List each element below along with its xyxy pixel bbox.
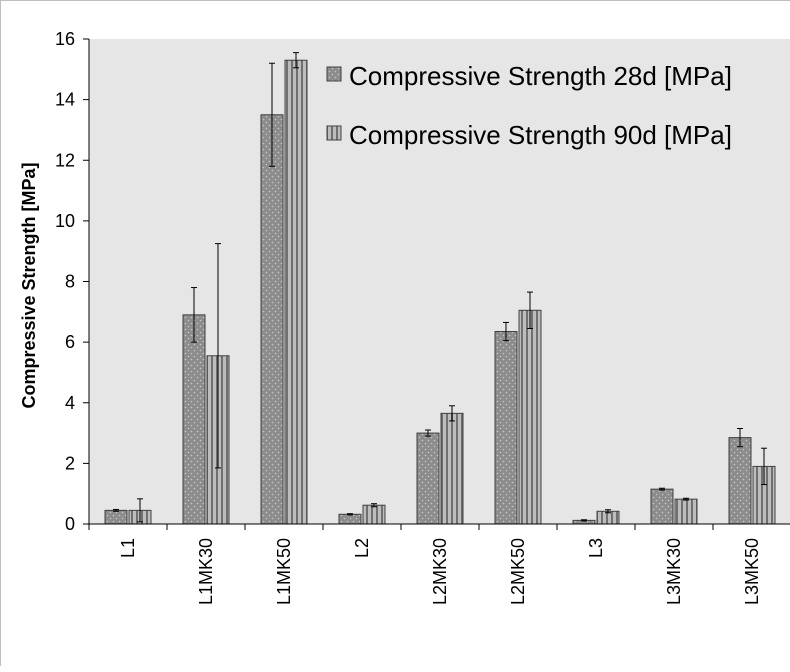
x-tick-label: L3MK50 xyxy=(742,538,762,605)
bar-90d xyxy=(674,498,698,525)
x-tick-label: L2MK50 xyxy=(508,538,528,605)
bar-28d xyxy=(104,509,128,525)
bar-28d xyxy=(260,114,284,525)
legend-swatch-90d xyxy=(326,125,342,141)
x-tick-label: L2MK30 xyxy=(430,538,450,605)
bar-28d xyxy=(494,331,518,525)
legend-label-90d: Compressive Strength 90d [MPa] xyxy=(349,120,732,150)
bar-28d xyxy=(650,488,674,525)
x-tick-label: L1 xyxy=(118,538,138,558)
y-tick-label: 0 xyxy=(65,514,75,534)
y-axis-label: Compressive Strength [MPa] xyxy=(19,162,39,408)
bar-90d xyxy=(284,59,308,525)
y-tick-label: 12 xyxy=(55,150,75,170)
x-tick-label: L1MK50 xyxy=(274,538,294,605)
bar-28d xyxy=(182,314,206,525)
y-tick-label: 2 xyxy=(65,453,75,473)
legend: Compressive Strength 28d [MPa] Compressiv… xyxy=(326,61,732,150)
y-tick-label: 4 xyxy=(65,393,75,413)
y-tick-label: 14 xyxy=(55,90,75,110)
x-tick-label: L3MK30 xyxy=(664,538,684,605)
bar-28d xyxy=(338,513,362,525)
y-axis: 0 2 4 6 8 10 12 14 16 xyxy=(55,29,90,534)
legend-label-28d: Compressive Strength 28d [MPa] xyxy=(349,61,732,91)
x-tick-label: L3 xyxy=(586,538,606,558)
legend-swatch-28d xyxy=(326,66,342,82)
y-tick-label: 8 xyxy=(65,272,75,292)
bar-28d xyxy=(728,437,752,525)
x-axis: L1 L1MK30 L1MK50 L2 L2MK30 L2MK50 L3 L3MK30 L3MK… xyxy=(88,523,790,605)
bar-28d xyxy=(416,432,440,525)
x-tick-label: L2 xyxy=(352,538,372,558)
bar-90d xyxy=(440,412,464,525)
x-tick-label: L1MK30 xyxy=(196,538,216,605)
bar-90d xyxy=(362,504,386,525)
bar-90d xyxy=(518,309,542,525)
y-tick-label: 10 xyxy=(55,211,75,231)
y-tick-label: 6 xyxy=(65,332,75,352)
y-tick-label: 16 xyxy=(55,29,75,49)
